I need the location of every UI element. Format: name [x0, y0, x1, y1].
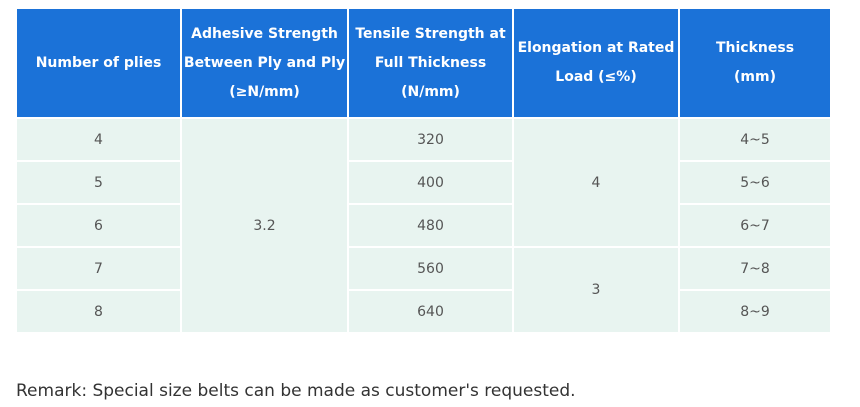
header-cell: Tensile Strength at Full Thickness (N/mm) — [347, 7, 514, 119]
cell: 480 — [347, 203, 514, 248]
spec-table: Number of plies Adhesive Strength Between… — [15, 7, 832, 334]
row: 7 560 3 7~8 — [15, 246, 832, 334]
cell: 4~5 — [678, 117, 832, 162]
header-row: Number of plies Adhesive Strength Between… — [15, 7, 832, 119]
row: 6 480 6~7 — [15, 203, 832, 248]
cell: 7 — [15, 246, 182, 291]
cell: 3 — [512, 246, 680, 334]
cell: 5 — [15, 160, 182, 205]
cell: 6~7 — [678, 203, 832, 248]
cell: 640 — [347, 289, 514, 334]
cell: 400 — [347, 160, 514, 205]
cell: 4 — [15, 117, 182, 162]
header-cell: Elongation at Rated Load (≤%) — [512, 7, 680, 119]
header-cell: Thickness (mm) — [678, 7, 832, 119]
cell: 560 — [347, 246, 514, 291]
cell: 5~6 — [678, 160, 832, 205]
header-cell: Adhesive Strength Between Ply and Ply (≥N/… — [180, 7, 349, 119]
row: 5 400 5~6 — [15, 160, 832, 205]
header-cell: Number of plies — [15, 7, 182, 119]
cell: 7~8 — [678, 246, 832, 291]
remark: Remark: Special size belts can be made a… — [16, 381, 576, 401]
cell: 6 — [15, 203, 182, 248]
cell: 320 — [347, 117, 514, 162]
row: 4 3.2 320 4 4~5 — [15, 117, 832, 334]
cell: 8~9 — [678, 289, 832, 334]
cell: 8 — [15, 289, 182, 334]
cell: 3.2 — [180, 117, 349, 334]
cell: 4 — [512, 117, 680, 248]
row: 8 640 8~9 — [15, 289, 832, 334]
